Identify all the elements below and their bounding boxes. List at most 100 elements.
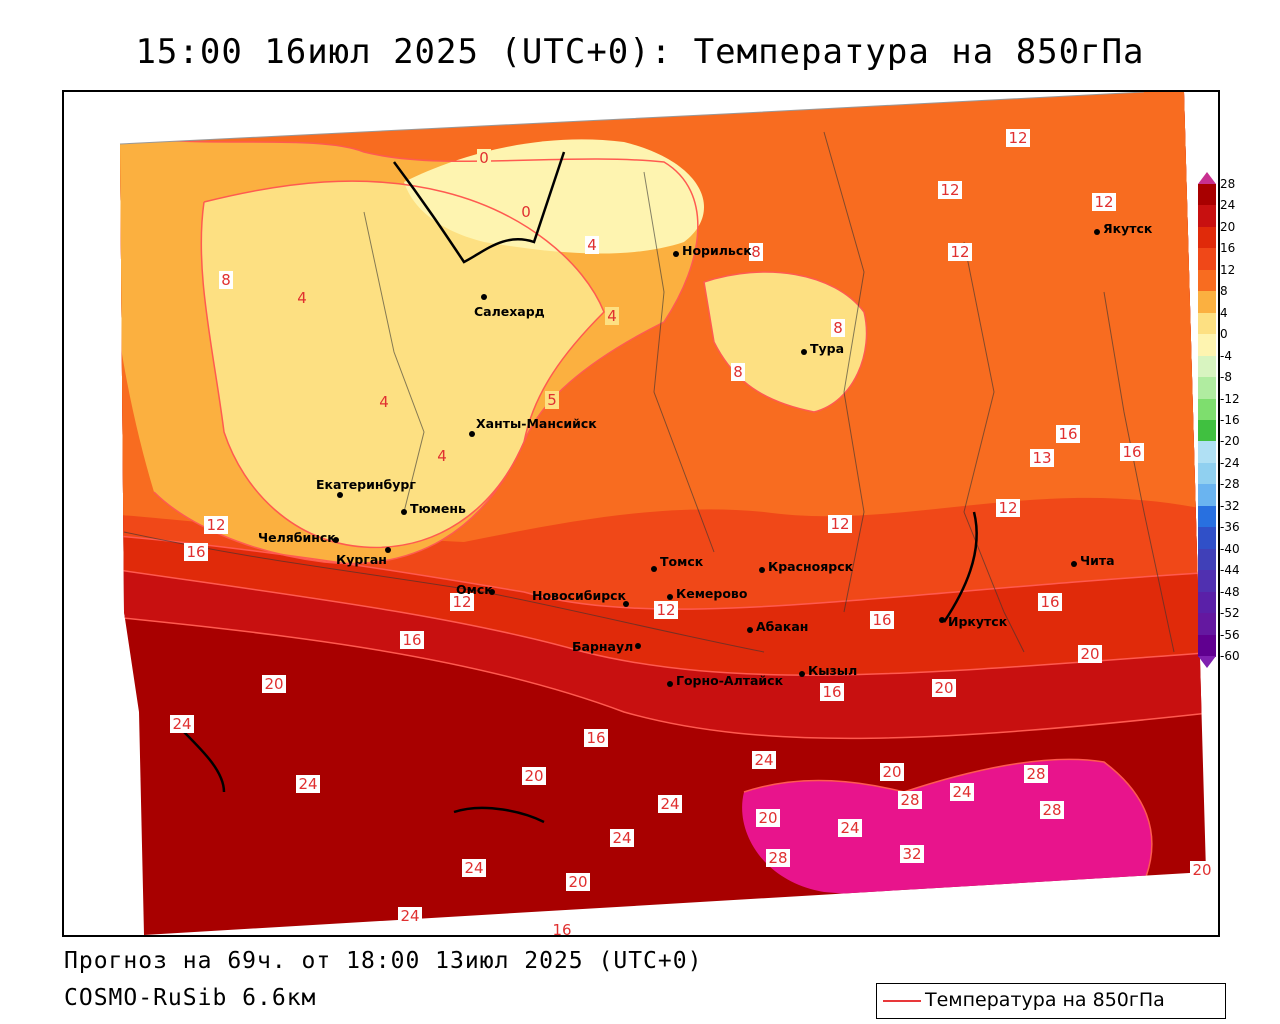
- colorbar-segment: [1198, 613, 1216, 636]
- isotherm-label: 4: [437, 447, 447, 465]
- svg-text:Чита: Чита: [1080, 553, 1115, 568]
- colorbar-tick-label: 8: [1220, 284, 1228, 299]
- city-norilsk: Норильск: [673, 243, 752, 258]
- isotherm-label: 8: [833, 319, 843, 337]
- legend: Температура на 850гПа: [876, 983, 1226, 1019]
- isotherm-label: 20: [1080, 645, 1099, 663]
- city-tura: Тура: [801, 341, 844, 356]
- svg-text:Омск: Омск: [456, 582, 493, 597]
- isotherm-label: 8: [733, 363, 743, 381]
- svg-text:Кызыл: Кызыл: [808, 663, 857, 678]
- isotherm-label: 16: [1040, 593, 1059, 611]
- isotherm-label: 12: [1094, 193, 1113, 211]
- isotherm-label: 4: [379, 393, 389, 411]
- colorbar-segment: [1198, 226, 1216, 249]
- colorbar-segment: [1198, 205, 1216, 228]
- colorbar-tick-label: -16: [1220, 413, 1240, 427]
- region-borders: [123, 131, 1175, 653]
- city-markers: Норильск Якутск Салехард Тура Ханты-Манс…: [258, 221, 1153, 688]
- temperature-bands: [120, 92, 1206, 935]
- isotherm-label: 12: [998, 499, 1017, 517]
- isotherm-label: 28: [1026, 765, 1045, 783]
- city-khanty-mansiysk: Ханты-Мансийск: [469, 416, 597, 437]
- forecast-info: Прогноз на 69ч. от 18:00 13июл 2025 (UTC…: [64, 948, 703, 974]
- colorbar-tick-label: -24: [1220, 455, 1240, 470]
- colorbar-segment: [1198, 184, 1216, 206]
- colorbar-segment: [1198, 355, 1216, 378]
- colorbar-segment: [1198, 527, 1216, 550]
- colorbar-tick-label: -32: [1220, 498, 1240, 513]
- city-tyumen: Тюмень: [401, 501, 466, 516]
- colorbar-tick-label: -56: [1220, 627, 1240, 642]
- colorbar-segment: [1198, 484, 1216, 507]
- svg-text:Тура: Тура: [810, 341, 844, 356]
- colorbar-tick-label: 28: [1220, 177, 1236, 191]
- colorbar-segment: [1198, 462, 1216, 485]
- colorbar-segment: [1198, 570, 1216, 593]
- isotherm-label: 28: [1042, 801, 1061, 819]
- isotherm-label: 24: [952, 783, 971, 801]
- colorbar-tick-label: 12: [1220, 262, 1236, 277]
- svg-text:Иркутск: Иркутск: [948, 614, 1008, 629]
- isotherm-label: 4: [607, 307, 617, 325]
- city-novosibirsk: Новосибирск: [532, 588, 629, 607]
- isotherm-label: 24: [298, 775, 317, 793]
- isotherm-label: 28: [900, 791, 919, 809]
- isotherm-label: 20: [758, 809, 777, 827]
- colorbar-bottom-cap: [1198, 656, 1216, 668]
- isotherm-label: 24: [840, 819, 859, 837]
- colorbar: [1198, 172, 1216, 668]
- svg-text:Томск: Томск: [660, 554, 704, 569]
- colorbar-tick-label: -20: [1220, 434, 1240, 449]
- colorbar-tick-label: 16: [1220, 241, 1236, 256]
- colorbar-tick-label: -4: [1220, 348, 1232, 363]
- colorbar-segment: [1198, 591, 1216, 614]
- svg-text:Якутск: Якутск: [1103, 221, 1153, 236]
- isotherm-label: 12: [830, 515, 849, 533]
- isotherm-label: 12: [950, 243, 969, 261]
- city-kyzyl: Кызыл: [799, 663, 857, 678]
- isotherm-label: 20: [524, 767, 543, 785]
- colorbar-tick-label: -28: [1220, 477, 1240, 492]
- svg-text:Абакан: Абакан: [756, 619, 808, 634]
- isotherm-lines: [120, 131, 1206, 883]
- isotherm-label: 8: [751, 243, 761, 261]
- colorbar-tick-label: -40: [1220, 541, 1240, 556]
- colorbar-segment: [1198, 634, 1216, 657]
- colorbar-segment: [1198, 334, 1216, 357]
- isotherm-label-group: 0 0 4 4 4 4 4 5 8 8 8 8 12 12 12 12 12 1…: [170, 129, 1217, 935]
- isotherm-label: 16: [1122, 443, 1141, 461]
- svg-text:Челябинск: Челябинск: [258, 530, 336, 545]
- legend-label: Температура на 850гПа: [925, 989, 1165, 1011]
- isotherm-label: 16: [586, 729, 605, 747]
- svg-text:Барнаул: Барнаул: [572, 639, 633, 654]
- isotherm-label: 12: [452, 593, 471, 611]
- legend-line-swatch: [883, 1000, 921, 1002]
- svg-text:Ханты-Мансийск: Ханты-Мансийск: [476, 416, 597, 431]
- colorbar-segment: [1198, 248, 1216, 271]
- isotherm-label: 24: [464, 859, 483, 877]
- city-yakutsk: Якутск: [1094, 221, 1153, 236]
- colorbar-tick-label: 0: [1220, 327, 1228, 342]
- isotherm-label: 12: [656, 601, 675, 619]
- isotherm-label: 24: [172, 715, 191, 733]
- isotherm-label: 12: [206, 516, 225, 534]
- isotherm-label: 16: [552, 921, 571, 935]
- isotherm-label: 24: [754, 751, 773, 769]
- isotherm-label: 20: [264, 675, 283, 693]
- isotherm-label: 28: [768, 849, 787, 867]
- svg-text:Красноярск: Красноярск: [768, 559, 854, 574]
- city-krasnoyarsk: Красноярск: [759, 559, 854, 574]
- colorbar-segment: [1198, 291, 1216, 314]
- city-omsk: Омск: [456, 582, 495, 597]
- city-yekaterinburg: Екатеринбург: [316, 477, 416, 498]
- svg-text:Горно-Алтайск: Горно-Алтайск: [676, 673, 784, 688]
- isotherm-label: 24: [660, 795, 679, 813]
- forecast-map: 0 0 4 4 4 4 4 5 8 8 8 8 12 12 12 12 12 1…: [62, 90, 1220, 937]
- svg-text:Курган: Курган: [336, 552, 387, 567]
- svg-text:Новосибирск: Новосибирск: [532, 588, 627, 603]
- isotherm-label: 16: [402, 631, 421, 649]
- isotherm-label: 16: [1058, 425, 1077, 443]
- colorbar-tick-label: -12: [1220, 391, 1240, 406]
- city-chita: Чита: [1071, 553, 1115, 568]
